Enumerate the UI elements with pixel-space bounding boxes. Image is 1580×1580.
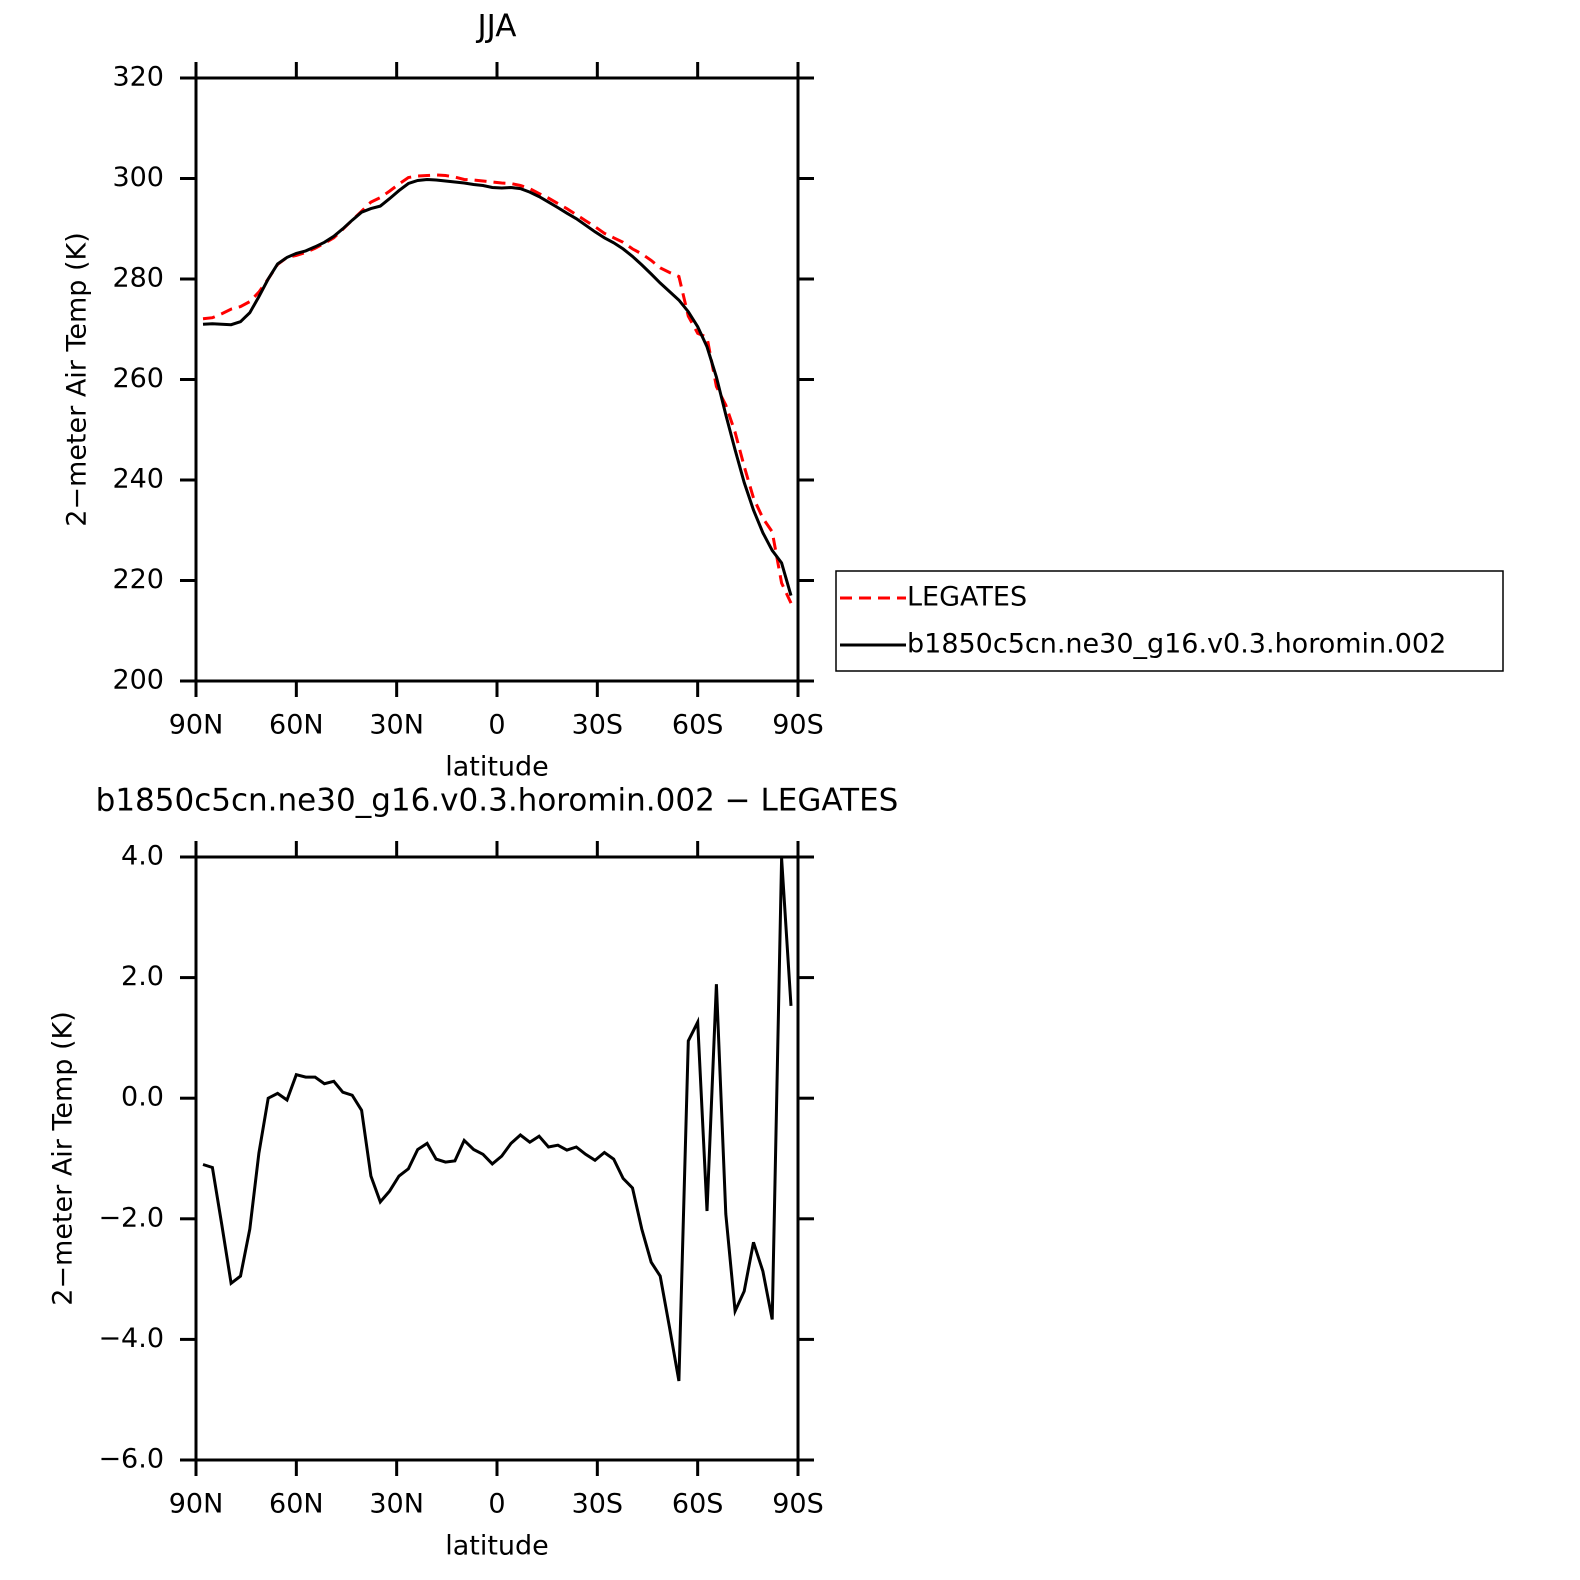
y-axis-label: 2−meter Air Temp (K) bbox=[62, 232, 93, 527]
x-axis-label: latitude bbox=[445, 1531, 549, 1562]
y-tick-label: 220 bbox=[112, 564, 164, 595]
chart-title: JJA bbox=[476, 9, 517, 45]
legend-label: LEGATES bbox=[907, 582, 1027, 613]
chart-title: b1850c5cn.ne30_g16.v0.3.horomin.002 − LE… bbox=[96, 783, 899, 819]
x-tick-label: 60S bbox=[672, 710, 724, 741]
x-tick-label: 30S bbox=[572, 710, 624, 741]
x-tick-label: 60S bbox=[672, 1489, 724, 1520]
y-tick-label: 4.0 bbox=[121, 841, 164, 872]
y-tick-label: 240 bbox=[112, 464, 164, 495]
x-tick-label: 60N bbox=[269, 710, 324, 741]
x-tick-label: 90N bbox=[169, 1489, 224, 1520]
y-tick-label: 2.0 bbox=[121, 961, 164, 992]
y-tick-label: −6.0 bbox=[98, 1444, 164, 1475]
data-line bbox=[202, 177, 793, 597]
y-tick-label: 300 bbox=[112, 162, 164, 193]
x-tick-label: 0 bbox=[488, 710, 505, 741]
x-tick-label: 30N bbox=[369, 710, 424, 741]
y-tick-label: 200 bbox=[112, 665, 164, 696]
y-tick-label: −2.0 bbox=[98, 1202, 164, 1233]
y-axis-label: 2−meter Air Temp (K) bbox=[48, 1011, 79, 1306]
data-line bbox=[202, 858, 793, 1382]
y-tick-label: −4.0 bbox=[98, 1323, 164, 1354]
x-tick-label: 30N bbox=[369, 1489, 424, 1520]
x-tick-label: 90N bbox=[169, 710, 224, 741]
x-tick-label: 90S bbox=[772, 710, 824, 741]
x-tick-label: 90S bbox=[772, 1489, 824, 1520]
y-tick-label: 280 bbox=[112, 263, 164, 294]
y-tick-label: 320 bbox=[112, 62, 164, 93]
legend-label: b1850c5cn.ne30_g16.v0.3.horomin.002 bbox=[907, 629, 1446, 660]
data-line bbox=[202, 173, 793, 604]
legend-box bbox=[835, 570, 1504, 672]
y-tick-label: 260 bbox=[112, 363, 164, 394]
y-tick-label: 0.0 bbox=[121, 1082, 164, 1113]
plot-frame bbox=[194, 76, 800, 683]
x-axis-label: latitude bbox=[445, 752, 549, 783]
x-tick-label: 0 bbox=[488, 1489, 505, 1520]
x-tick-label: 60N bbox=[269, 1489, 324, 1520]
x-tick-label: 30S bbox=[572, 1489, 624, 1520]
